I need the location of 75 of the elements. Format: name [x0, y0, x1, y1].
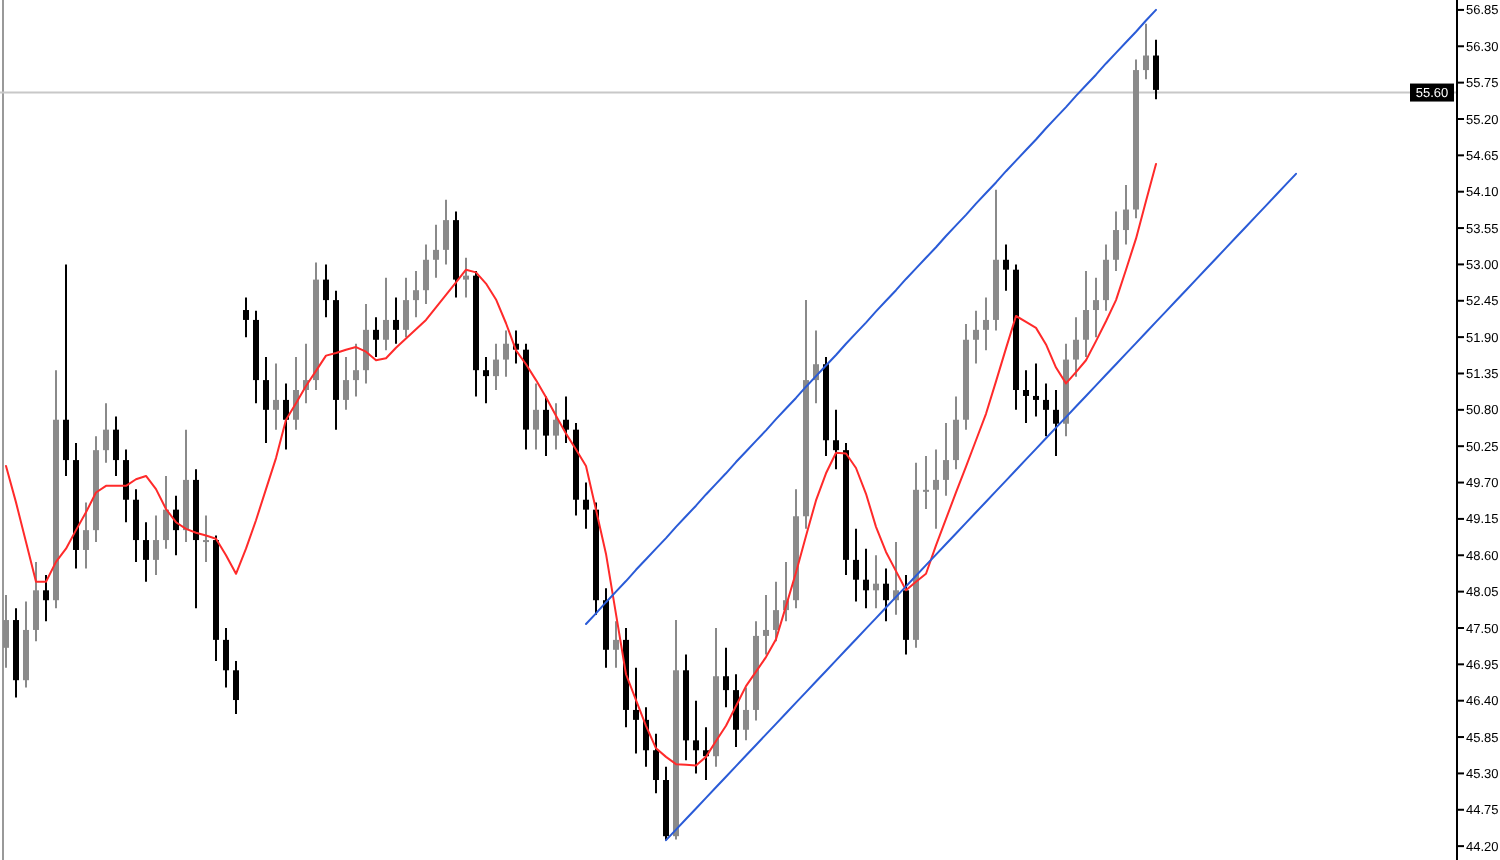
candlestick	[1083, 270, 1089, 358]
candlestick	[1103, 243, 1109, 312]
candlestick	[233, 660, 239, 715]
candlestick	[613, 620, 619, 669]
candlestick	[133, 488, 139, 563]
candlestick	[1123, 184, 1129, 246]
candlestick	[693, 699, 699, 775]
candlestick	[3, 593, 9, 669]
candlestick	[773, 580, 779, 643]
candlestick	[503, 329, 509, 378]
candlestick	[123, 448, 129, 524]
candlestick	[873, 554, 879, 610]
candlestick	[923, 455, 929, 510]
candlestick	[403, 276, 409, 339]
candlestick	[113, 415, 119, 477]
candlestick	[63, 263, 69, 477]
candlestick	[103, 402, 109, 464]
candlestick	[163, 474, 169, 550]
candlestick	[413, 270, 419, 319]
candlestick	[633, 666, 639, 755]
candlestick	[583, 481, 589, 530]
candlestick	[393, 296, 399, 345]
candlestick	[1143, 22, 1149, 81]
candlestick	[273, 362, 279, 431]
candlestick	[463, 256, 469, 299]
candlestick	[853, 527, 859, 603]
candlestick	[353, 342, 359, 398]
candlestick	[243, 296, 249, 339]
candlestick	[1003, 243, 1009, 292]
candlestick	[543, 395, 549, 458]
candlestick	[383, 276, 389, 352]
candlestick	[533, 382, 539, 451]
line-series	[665, 172, 1297, 842]
candlestick	[363, 303, 369, 385]
candlestick	[153, 514, 159, 577]
candlestick	[743, 686, 749, 742]
candlestick	[983, 296, 989, 352]
candlestick	[1033, 362, 1039, 418]
candlestick	[33, 560, 39, 643]
candlestick	[883, 567, 889, 623]
candlestick	[863, 547, 869, 610]
candlestick	[1043, 382, 1049, 438]
candlestick	[723, 646, 729, 709]
candlestick	[973, 309, 979, 365]
candlestick	[1053, 389, 1059, 458]
candlestick	[423, 243, 429, 306]
candlestick	[953, 395, 959, 471]
candlestick	[733, 673, 739, 748]
candlestick	[283, 382, 289, 451]
candlestick	[483, 355, 489, 405]
candlestick	[223, 626, 229, 689]
candlestick	[833, 408, 839, 471]
candlestick	[143, 521, 149, 583]
candlestick	[933, 448, 939, 530]
candlestick	[83, 501, 89, 570]
candlestick	[343, 355, 349, 411]
candlestick	[493, 342, 499, 392]
candlestick	[653, 732, 659, 795]
candlestick	[443, 198, 449, 266]
candlestick	[763, 593, 769, 656]
candlestick	[1153, 38, 1159, 101]
line-series	[585, 8, 1157, 626]
candlestick	[203, 514, 209, 563]
candlestick	[943, 422, 949, 497]
candlestick	[563, 395, 569, 444]
candlestick	[1113, 210, 1119, 273]
candlestick	[1023, 369, 1029, 425]
candlestick	[1093, 276, 1099, 339]
candlestick	[373, 316, 379, 358]
candlestick	[433, 223, 439, 279]
candlestick	[43, 574, 49, 623]
candlestick	[1073, 316, 1079, 378]
candlestick	[263, 355, 269, 444]
candlestick	[553, 402, 559, 451]
candlestick	[323, 263, 329, 319]
